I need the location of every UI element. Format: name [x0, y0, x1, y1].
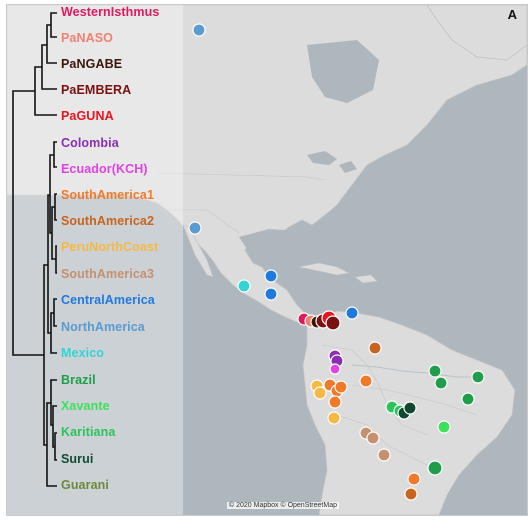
- clade-label-northamerica: NorthAmerica: [61, 320, 145, 334]
- map-point-southamerica3[interactable]: [377, 448, 391, 462]
- tree-branches: [12, 12, 57, 487]
- map-point-surui[interactable]: [403, 401, 417, 415]
- panel-label: A: [507, 7, 517, 22]
- map-point-brazil[interactable]: [428, 364, 442, 378]
- map-view[interactable]: WesternIsthmus PaNASO PaNGABE PaEMBERA P…: [6, 4, 528, 516]
- map-point-brazil[interactable]: [427, 460, 443, 476]
- clade-label-southamerica3: SouthAmerica3: [61, 267, 154, 281]
- map-point-xavante[interactable]: [437, 420, 451, 434]
- basemap: [7, 5, 527, 515]
- map-point-centralamerica[interactable]: [345, 306, 359, 320]
- legend-panel: [7, 5, 183, 515]
- map-point-perunorthcoast[interactable]: [313, 386, 327, 400]
- map-point-paembera[interactable]: [325, 315, 341, 331]
- clade-label-panaso: PaNASO: [61, 31, 114, 45]
- clade-label-paguna: PaGUNA: [61, 109, 114, 123]
- clade-label-guarani: Guarani: [61, 478, 109, 492]
- map-point-southamerica1[interactable]: [407, 472, 421, 486]
- map-point-brazil[interactable]: [434, 376, 448, 390]
- gulf-of-mexico: [239, 229, 313, 271]
- map-point-brazil[interactable]: [471, 370, 485, 384]
- clade-label-centralamerica: CentralAmerica: [61, 293, 155, 307]
- map-point-ecuador-kch[interactable]: [329, 363, 341, 375]
- map-point-southamerica1[interactable]: [328, 395, 342, 409]
- map-point-centralamerica[interactable]: [264, 269, 278, 283]
- clade-label-westernisthmus: WesternIsthmus: [61, 5, 160, 19]
- clade-label-pangabe: PaNGABE: [61, 57, 123, 71]
- clade-label-ecuador-kch: Ecuador(KCH): [61, 162, 148, 176]
- map-point-brazil[interactable]: [461, 392, 475, 406]
- clade-label-southamerica1: SouthAmerica1: [61, 188, 154, 202]
- river: [351, 364, 485, 378]
- hudson-bay: [307, 40, 379, 103]
- map-point-mexico[interactable]: [237, 279, 251, 293]
- map-point-centralamerica[interactable]: [264, 287, 278, 301]
- clade-label-colombia: Colombia: [61, 136, 119, 150]
- clade-label-karitiana: Karitiana: [61, 425, 116, 439]
- sample-points: [188, 23, 485, 501]
- land-greenland: [426, 5, 527, 61]
- clade-label-paembera: PaEMBERA: [61, 83, 132, 97]
- map-point-northamerica[interactable]: [192, 23, 206, 37]
- clade-label-surui: Surui: [61, 452, 94, 466]
- map-point-southamerica2[interactable]: [368, 341, 382, 355]
- great-lakes: [307, 151, 357, 173]
- map-point-perunorthcoast[interactable]: [327, 411, 341, 425]
- country-borders: [156, 172, 478, 466]
- map-point-southamerica3[interactable]: [366, 431, 380, 445]
- phylogenetic-tree: [12, 12, 57, 487]
- clade-label-brazil: Brazil: [61, 373, 96, 387]
- clade-label-perunorthcoast: PeruNorthCoast: [61, 240, 159, 254]
- map-point-southamerica2[interactable]: [404, 487, 418, 501]
- clade-label-southamerica2: SouthAmerica2: [61, 214, 154, 228]
- map-point-southamerica1[interactable]: [359, 374, 373, 388]
- clade-label-xavante: Xavante: [61, 399, 110, 413]
- clade-label-mexico: Mexico: [61, 346, 104, 360]
- map-attribution[interactable]: © 2020 Mapbox © OpenStreetMap: [227, 502, 339, 509]
- map-point-southamerica1[interactable]: [334, 380, 348, 394]
- land-caribbean: [298, 262, 378, 284]
- map-point-northamerica[interactable]: [188, 221, 202, 235]
